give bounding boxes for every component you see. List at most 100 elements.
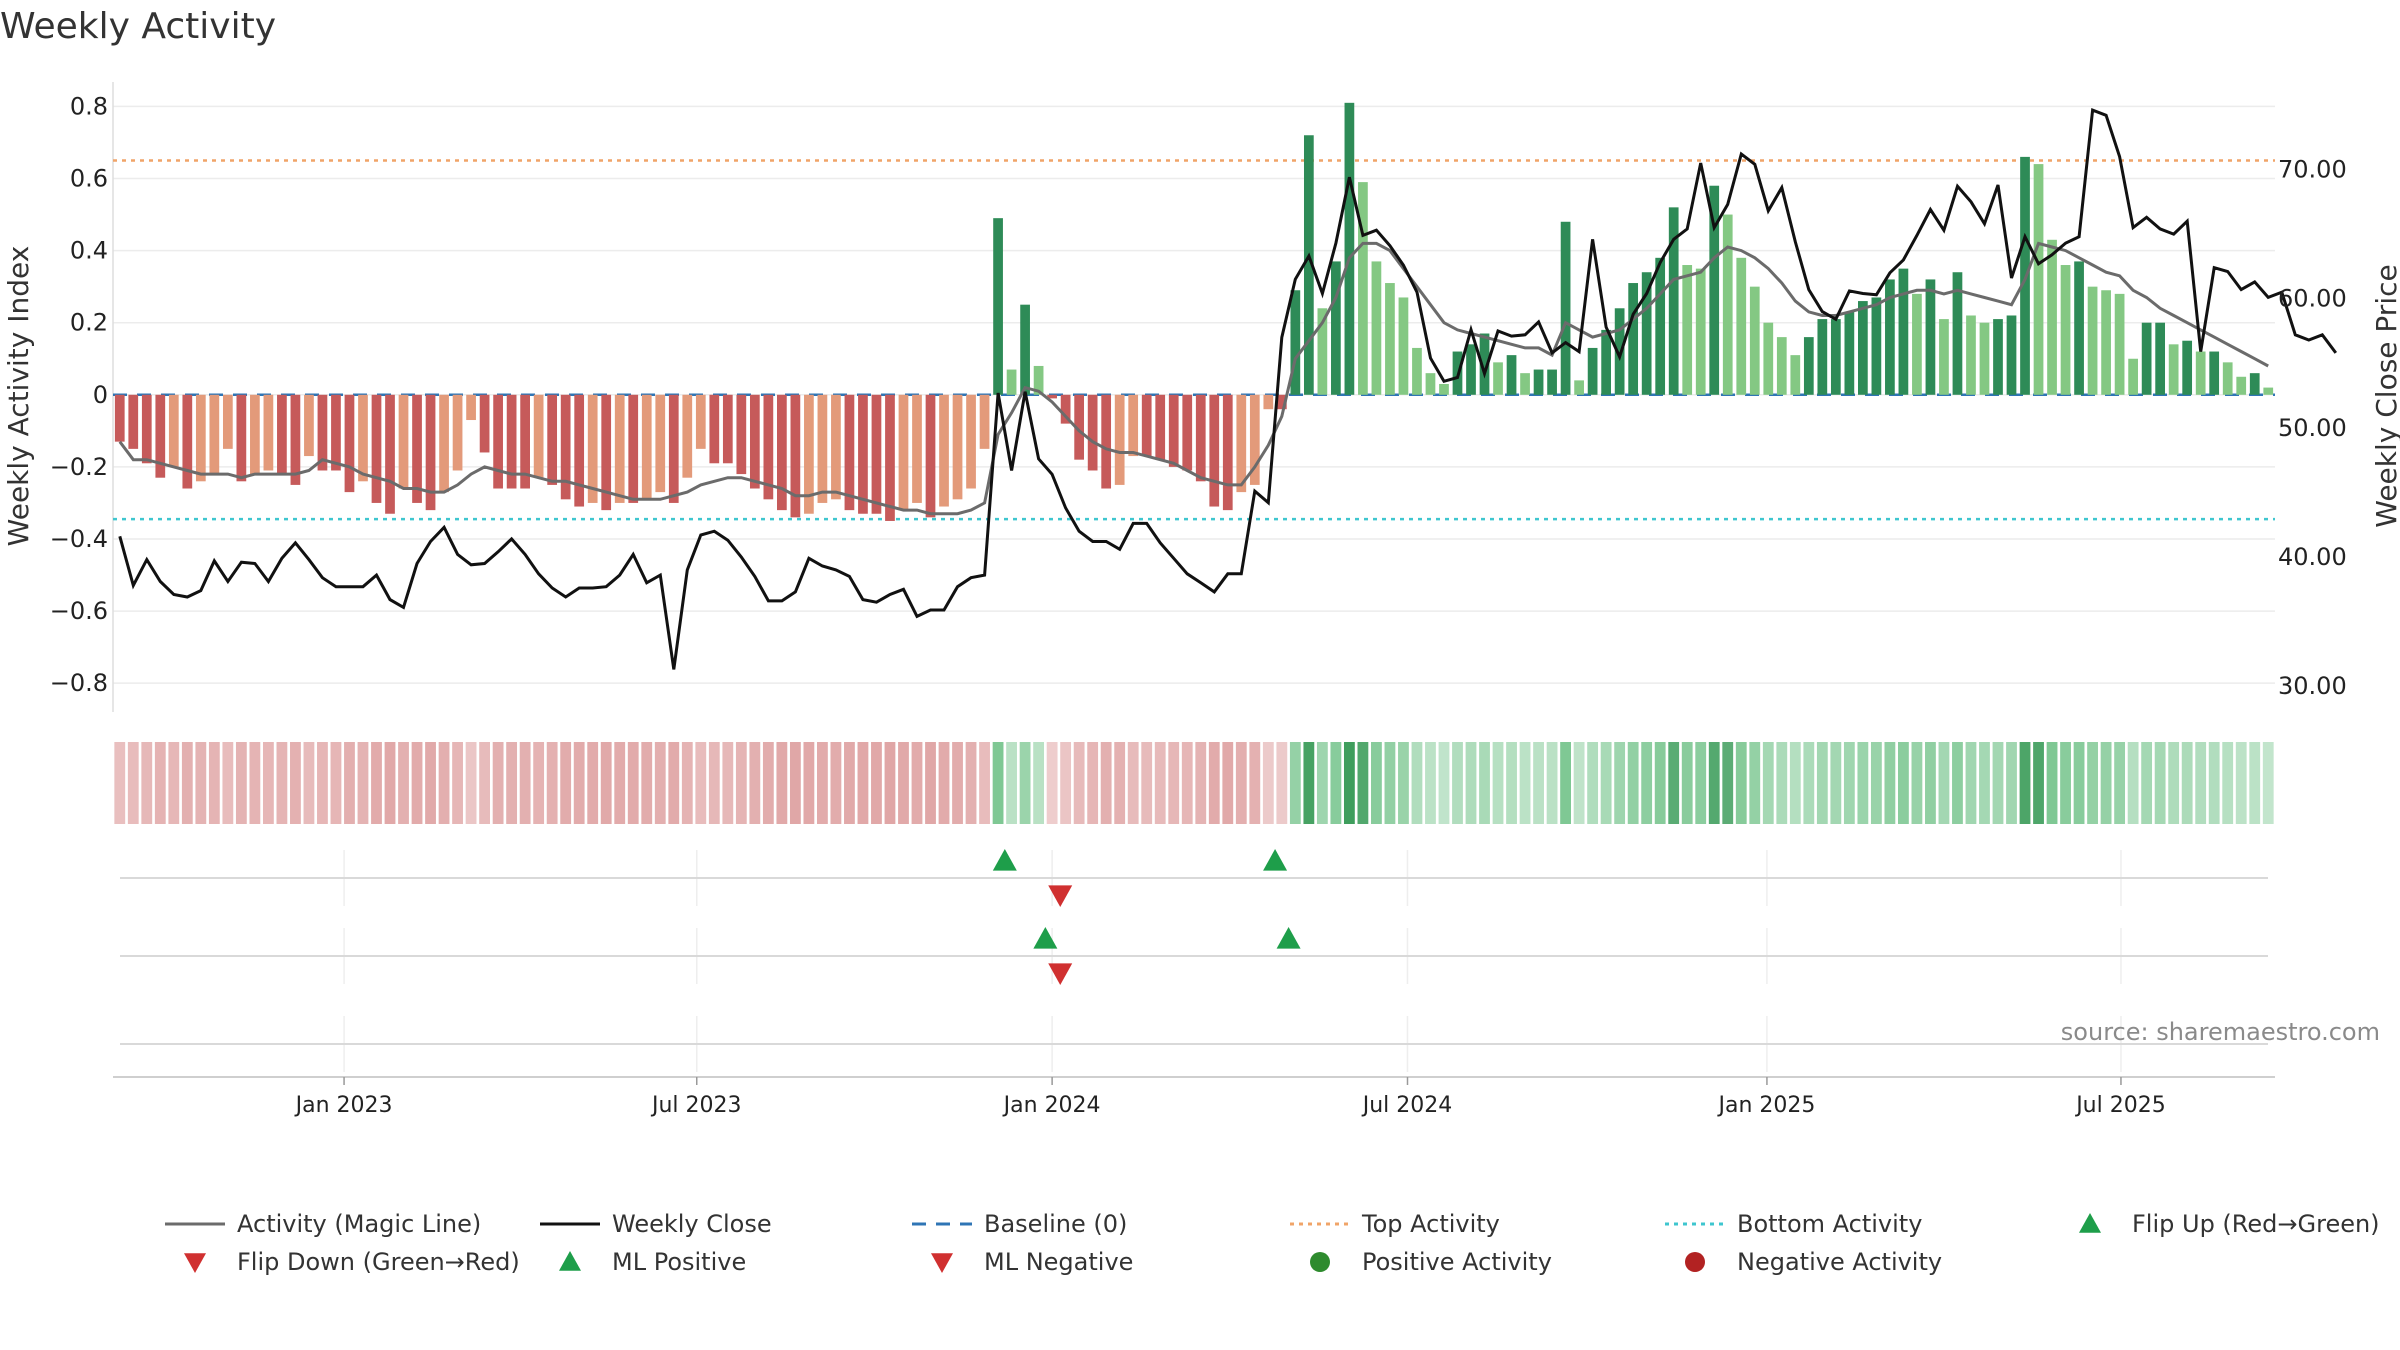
activity-bar-89 — [1317, 308, 1328, 395]
strip-cell-41 — [668, 742, 680, 824]
activity-bar-145 — [2074, 261, 2084, 395]
strip-cell-124 — [1789, 742, 1801, 824]
activity-bar-116 — [1682, 265, 1693, 395]
activity-bar-42 — [682, 394, 693, 478]
strip-cell-43 — [695, 742, 707, 824]
strip-cell-132 — [1898, 742, 1909, 824]
activity-bar-104 — [1520, 373, 1530, 395]
strip-cell-38 — [627, 742, 639, 824]
activity-bar-133 — [1912, 293, 1922, 395]
strip-cell-134 — [1925, 742, 1936, 824]
strip-cell-63 — [965, 742, 977, 824]
strip-cell-7 — [208, 742, 220, 824]
flip-down-marker-0 — [1048, 885, 1073, 907]
strip-cell-135 — [1938, 742, 1950, 824]
strip-cell-44 — [708, 742, 720, 824]
legend-label-activity: Activity (Magic Line) — [237, 1210, 481, 1238]
strip-cell-17 — [344, 742, 355, 824]
strip-cell-66 — [1006, 742, 1017, 824]
strip-cell-52 — [817, 742, 828, 824]
strip-cell-54 — [844, 742, 855, 824]
activity-bar-9 — [236, 394, 247, 482]
strip-cell-27 — [479, 742, 490, 824]
activity-bar-31 — [533, 394, 544, 478]
legend-swatch-posact — [1310, 1252, 1330, 1272]
activity-bar-69 — [1047, 394, 1057, 399]
activity-bar-86 — [1276, 394, 1287, 410]
activity-bar-5 — [182, 394, 193, 489]
activity-bar-12 — [277, 394, 287, 475]
strip-cell-24 — [438, 742, 450, 824]
activity-bar-48 — [763, 394, 774, 500]
ml-positive-marker-1 — [1276, 927, 1301, 949]
strip-cell-28 — [492, 742, 504, 824]
legend-label-mlpos: ML Positive — [612, 1248, 746, 1276]
strip-cell-129 — [1857, 742, 1869, 824]
x-axis: Jan 2023 Jul 2023 Jan 2024 Jul 2024 Jan 2025… — [113, 1076, 2275, 1118]
activity-bar-138 — [1979, 322, 1990, 395]
legend-label-flipdown: Flip Down (Green→Red) — [237, 1248, 520, 1276]
activity-bar-129 — [1858, 301, 1868, 395]
activity-bar-153 — [2182, 340, 2193, 395]
activity-bar-79 — [1182, 394, 1193, 471]
strip-cell-127 — [1830, 742, 1842, 824]
legend: Activity (Magic Line) Weekly Close Baselin… — [165, 1210, 2380, 1276]
strip-cell-98 — [1438, 742, 1450, 824]
strip-cell-75 — [1127, 742, 1139, 824]
strip-cell-14 — [303, 742, 315, 824]
legend-entry-close: Weekly Close — [540, 1210, 772, 1238]
activity-bar-123 — [1776, 337, 1787, 395]
activity-bar-137 — [1966, 315, 1976, 395]
strip-cell-20 — [384, 742, 396, 824]
strip-cell-33 — [560, 742, 572, 824]
activity-bar-152 — [2168, 344, 2179, 395]
strip-cell-88 — [1303, 742, 1315, 824]
strip-cell-119 — [1722, 742, 1734, 824]
y-tick-label-3: −0.2 — [50, 453, 108, 481]
activity-bar-20 — [385, 394, 395, 514]
activity-bar-103 — [1506, 355, 1517, 395]
activity-bar-117 — [1695, 268, 1706, 395]
activity-bar-95 — [1398, 297, 1409, 395]
legend-entry-flipdown: Flip Down (Green→Red) — [184, 1248, 520, 1276]
strip-cell-112 — [1627, 742, 1639, 824]
strip-cell-128 — [1843, 742, 1855, 824]
strip-cell-46 — [735, 742, 747, 824]
strip-cell-84 — [1249, 742, 1261, 824]
legend-label-mlneg: ML Negative — [984, 1248, 1133, 1276]
legend-label-baseline: Baseline (0) — [984, 1210, 1127, 1238]
activity-bar-85 — [1263, 394, 1274, 410]
strip-cell-159 — [2262, 742, 2274, 824]
strip-cell-77 — [1154, 742, 1166, 824]
strip-cell-136 — [1952, 742, 1963, 824]
activity-bar-34 — [574, 394, 585, 507]
activity-bar-62 — [952, 394, 963, 500]
activity-bar-120 — [1736, 257, 1747, 395]
activity-bar-50 — [790, 394, 801, 518]
y2-tick-label-3: 60.00 — [2278, 285, 2347, 313]
activity-bar-46 — [736, 394, 747, 475]
activity-bar-51 — [804, 394, 814, 514]
strip-cell-50 — [789, 742, 801, 824]
strip-cell-101 — [1479, 742, 1490, 824]
strip-cell-59 — [911, 742, 923, 824]
activity-bar-15 — [317, 394, 328, 471]
strip-cell-144 — [2060, 742, 2071, 824]
strip-cell-158 — [2249, 742, 2261, 824]
strip-cell-148 — [2114, 742, 2126, 824]
strip-cell-15 — [317, 742, 328, 824]
activity-bar-144 — [2060, 265, 2071, 395]
strip-cell-133 — [1911, 742, 1923, 824]
strip-cell-39 — [641, 742, 653, 824]
strip-cell-147 — [2100, 742, 2112, 824]
strip-cell-122 — [1762, 742, 1774, 824]
activity-bar-131 — [1885, 279, 1895, 395]
legend-entry-mlpos: ML Positive — [559, 1248, 746, 1276]
activity-bar-71 — [1074, 394, 1085, 460]
activity-bar-115 — [1668, 207, 1679, 395]
activity-bar-90 — [1331, 261, 1341, 395]
activity-bar-121 — [1749, 286, 1760, 395]
x-tick-label-5: Jul 2025 — [2074, 1093, 2166, 1118]
strip-cell-106 — [1546, 742, 1558, 824]
activity-bar-61 — [939, 394, 949, 507]
